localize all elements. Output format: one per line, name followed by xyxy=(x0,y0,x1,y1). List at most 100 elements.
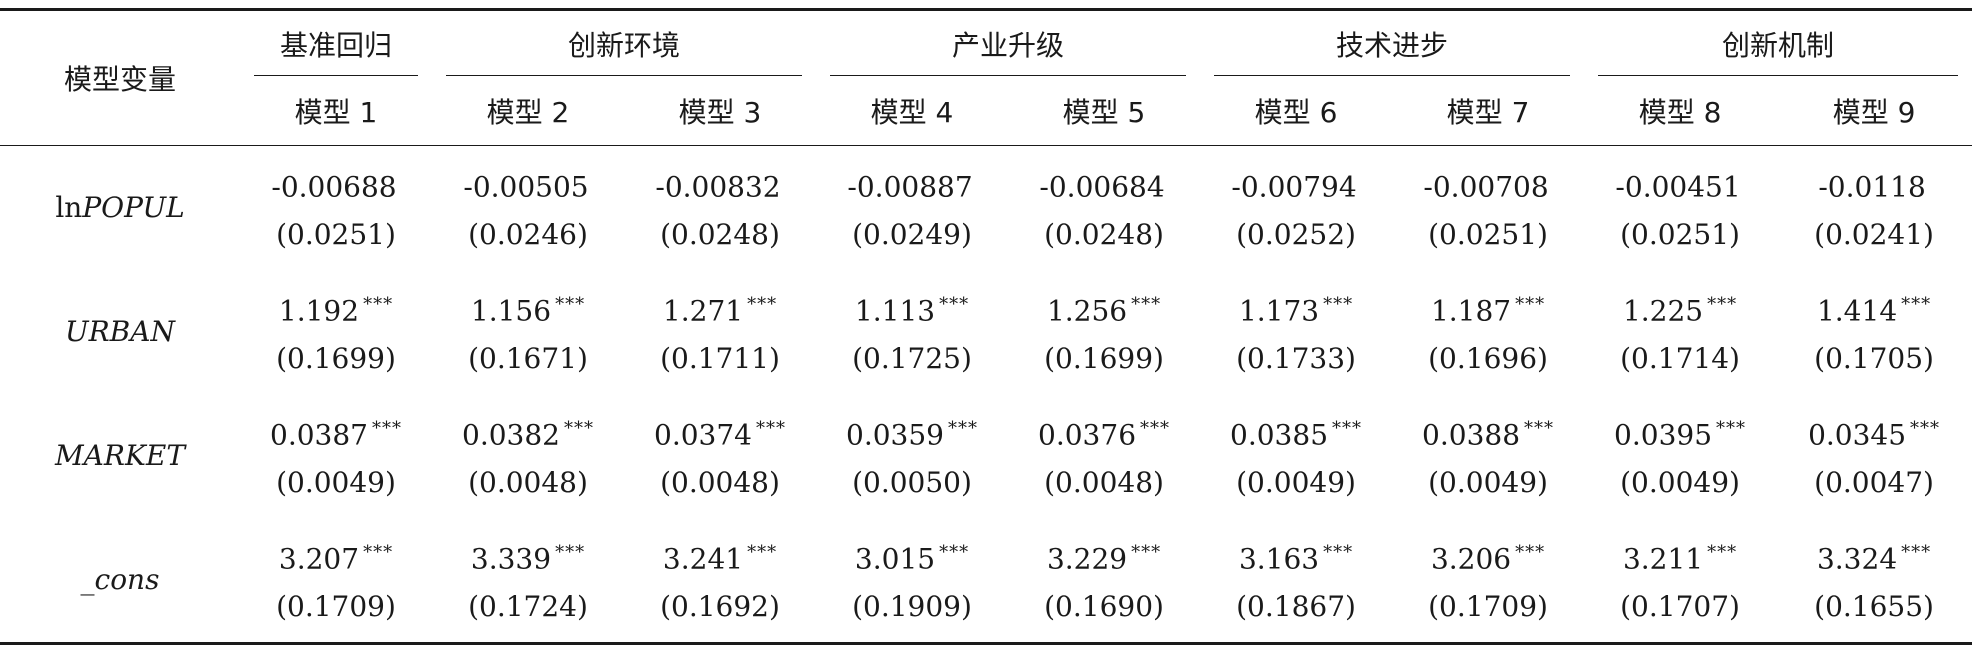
coefficient-line: 1.113 *** xyxy=(816,281,1008,335)
estimate-cell: 1.187 *** (0.1696) xyxy=(1392,270,1584,394)
variable-name: _cons xyxy=(0,518,240,644)
coefficient: 3.211 xyxy=(1622,542,1704,576)
coefficient: 3.206 xyxy=(1430,542,1512,576)
estimate-cell: 3.241 *** (0.1692) xyxy=(624,518,816,644)
significance-stars: *** xyxy=(555,293,586,315)
estimate-cell: 3.229 *** (0.1690) xyxy=(1008,518,1200,644)
standard-error: (0.0047) xyxy=(1814,466,1934,500)
estimate-cell: 1.225 *** (0.1714) xyxy=(1584,270,1776,394)
regression-table: 模型变量 基准回归 创新环境 产业升级 技术进步 创新机制 模型 1 模型 2 模型 3 模型… xyxy=(0,8,1973,645)
model-header: 模型 2 xyxy=(432,76,624,146)
standard-error: (0.0246) xyxy=(468,218,588,252)
coefficient: 1.156 xyxy=(470,294,552,328)
significance-stars: *** xyxy=(1323,541,1354,563)
estimate-cell: 1.192 *** (0.1699) xyxy=(240,270,432,394)
coefficient-line: 3.241 *** xyxy=(624,529,816,583)
coefficient-line: 1.256 *** xyxy=(1008,281,1200,335)
coefficient-line: -0.00794 xyxy=(1200,157,1392,211)
significance-stars: *** xyxy=(1901,293,1932,315)
coefficient-line: 3.163 *** xyxy=(1200,529,1392,583)
coefficient-line: -0.00684 xyxy=(1008,157,1200,211)
group-header: 产业升级 xyxy=(816,9,1201,76)
estimate-cell: 1.173 *** (0.1733) xyxy=(1200,270,1392,394)
standard-error: (0.1909) xyxy=(852,590,972,624)
estimate-cell: -0.00451 (0.0251) xyxy=(1584,146,1776,271)
standard-error: (0.1725) xyxy=(852,342,972,376)
coefficient-line: 1.414 *** xyxy=(1776,281,1972,335)
estimate-cell: 3.207 *** (0.1709) xyxy=(240,518,432,644)
standard-error: (0.1867) xyxy=(1236,590,1356,624)
estimate-cell: -0.00887 (0.0249) xyxy=(816,146,1008,271)
standard-error: (0.1724) xyxy=(468,590,588,624)
variable-label: POPUL xyxy=(82,191,185,224)
significance-stars: *** xyxy=(1707,541,1738,563)
variable-prefix: ln xyxy=(55,191,83,224)
group-header-label: 产业升级 xyxy=(952,28,1065,62)
coefficient-line: 3.324 *** xyxy=(1776,529,1972,583)
estimate-cell: 3.324 *** (0.1655) xyxy=(1776,518,1972,644)
coefficient: -0.00832 xyxy=(655,170,781,204)
coefficient-line: 1.192 *** xyxy=(240,281,432,335)
coefficient-line: 1.173 *** xyxy=(1200,281,1392,335)
standard-error: (0.0049) xyxy=(1236,466,1356,500)
significance-stars: *** xyxy=(371,417,402,439)
model-header: 模型 6 xyxy=(1200,76,1393,146)
variable-name: MARKET xyxy=(0,394,240,518)
coefficient-line: 0.0388 *** xyxy=(1392,405,1584,459)
coefficient: 3.229 xyxy=(1046,542,1128,576)
coefficient: 0.0385 xyxy=(1230,418,1329,452)
standard-error: (0.1655) xyxy=(1814,590,1934,624)
standard-error: (0.0049) xyxy=(1620,466,1740,500)
estimate-cell: 0.0395 *** (0.0049) xyxy=(1584,394,1776,518)
significance-stars: *** xyxy=(1131,541,1162,563)
coefficient-line: -0.00505 xyxy=(432,157,624,211)
estimate-cell: -0.00832 (0.0248) xyxy=(624,146,816,271)
standard-error: (0.1699) xyxy=(276,342,396,376)
estimate-cell: 3.015 *** (0.1909) xyxy=(816,518,1008,644)
model-header: 模型 1 xyxy=(240,76,432,146)
coefficient-line: 3.339 *** xyxy=(432,529,624,583)
coefficient: -0.00451 xyxy=(1615,170,1741,204)
coefficient-line: -0.00832 xyxy=(624,157,816,211)
significance-stars: *** xyxy=(1515,293,1546,315)
estimate-cell: -0.00794 (0.0252) xyxy=(1200,146,1392,271)
significance-stars: *** xyxy=(1524,417,1555,439)
coefficient: 0.0395 xyxy=(1614,418,1713,452)
coefficient-line: -0.0118 xyxy=(1776,157,1972,211)
standard-error: (0.0252) xyxy=(1236,218,1356,252)
significance-stars: *** xyxy=(1140,417,1171,439)
coefficient-line: 0.0359 *** xyxy=(816,405,1008,459)
coefficient-line: 0.0345 *** xyxy=(1776,405,1972,459)
estimate-cell: 1.271 *** (0.1711) xyxy=(624,270,816,394)
coefficient-line: 3.015 *** xyxy=(816,529,1008,583)
significance-stars: *** xyxy=(1131,293,1162,315)
coefficient: 3.163 xyxy=(1238,542,1320,576)
coefficient-line: 3.207 *** xyxy=(240,529,432,583)
standard-error: (0.0049) xyxy=(276,466,396,500)
stub-header: 模型变量 xyxy=(0,9,240,146)
coefficient-line: 0.0385 *** xyxy=(1200,405,1392,459)
estimate-cell: -0.00688 (0.0251) xyxy=(240,146,432,271)
coefficient: 3.207 xyxy=(278,542,360,576)
standard-error: (0.0248) xyxy=(660,218,780,252)
coefficient: 3.324 xyxy=(1816,542,1898,576)
variable-name: lnPOPUL xyxy=(0,146,240,271)
significance-stars: *** xyxy=(1901,541,1932,563)
standard-error: (0.1692) xyxy=(660,590,780,624)
table-row: MARKET 0.0387 *** (0.0049) 0.0382 *** (0.0048)… xyxy=(0,394,1972,518)
estimate-cell: 0.0359 *** (0.0050) xyxy=(816,394,1008,518)
coefficient-line: 0.0376 *** xyxy=(1008,405,1200,459)
estimate-cell: -0.00684 (0.0248) xyxy=(1008,146,1200,271)
coefficient-line: -0.00708 xyxy=(1392,157,1584,211)
group-header: 创新环境 xyxy=(432,9,817,76)
significance-stars: *** xyxy=(939,293,970,315)
standard-error: (0.0251) xyxy=(276,218,396,252)
coefficient-line: 1.271 *** xyxy=(624,281,816,335)
significance-stars: *** xyxy=(1323,293,1354,315)
estimate-cell: 3.211 *** (0.1707) xyxy=(1584,518,1776,644)
standard-error: (0.0248) xyxy=(1044,218,1164,252)
model-header: 模型 3 xyxy=(624,76,817,146)
coefficient-line: 0.0374 *** xyxy=(624,405,816,459)
estimate-cell: 0.0387 *** (0.0049) xyxy=(240,394,432,518)
estimate-cell: 0.0376 *** (0.0048) xyxy=(1008,394,1200,518)
